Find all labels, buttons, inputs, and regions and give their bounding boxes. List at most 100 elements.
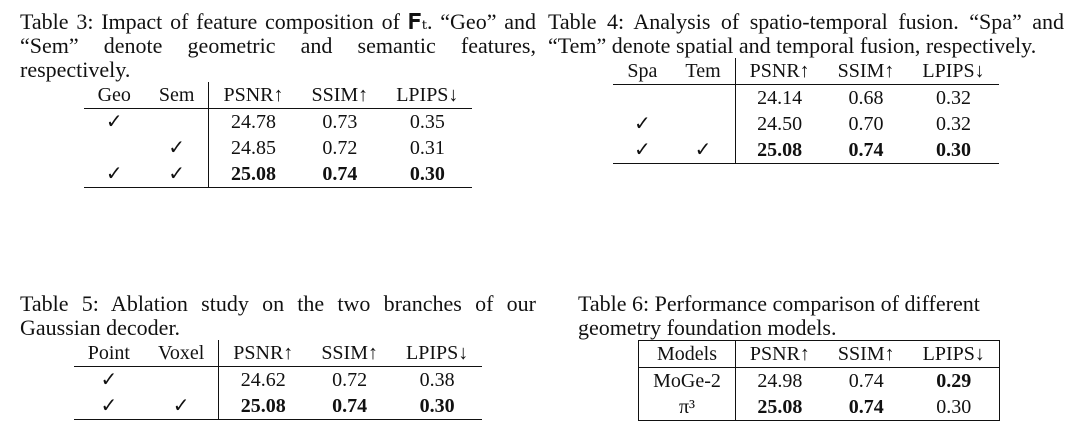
header-row: Spa Tem PSNR↑ SSIM↑ LPIPS↓ [613, 58, 999, 85]
row: ✓ ✓ 25.08 0.74 0.30 [613, 137, 999, 164]
header-cell: LPIPS↓ [922, 60, 985, 82]
cell: 0.72 [322, 137, 358, 159]
header-cell: LPIPS↓ [922, 343, 985, 365]
cell: 0.72 [332, 369, 368, 391]
cell: 0.31 [409, 137, 445, 159]
cell: 0.74 [848, 370, 884, 392]
table-head: Models PSNR↑ SSIM↑ LPIPS↓ [638, 340, 1000, 368]
cell: 24.98 [734, 367, 824, 394]
cell: 0.74 [848, 396, 884, 418]
header-cell: SSIM↑ [837, 60, 895, 82]
cell: 24.14 [734, 84, 824, 111]
empty-cell [671, 85, 735, 112]
table-block: Table 6: Performance comparison of diffe… [578, 292, 1060, 421]
cell: ✓ [633, 139, 651, 161]
cell: 0.30 [409, 163, 445, 185]
table: Point Voxel PSNR↑ SSIM↑ LPIPS↓ ✓ 24.62 0.72 0.38… [73, 340, 483, 420]
cell: ✓ [694, 139, 712, 161]
caption: Table 4: Analysis of spatio-temporal fus… [548, 9, 1064, 58]
cell: 24.78 [208, 108, 298, 135]
row: ✓ 24.85 0.72 0.31 [84, 135, 473, 161]
table-block: Table 5: Ablation study on the two branc… [20, 292, 536, 420]
header-cell: SSIM↑ [311, 84, 369, 106]
cell: 0.74 [848, 139, 884, 161]
table-block: Table 4: Analysis of spatio-temporal fus… [548, 10, 1064, 164]
cell: 0.74 [322, 163, 358, 185]
empty-cell [671, 111, 735, 137]
cell: 0.30 [936, 139, 971, 161]
header-cell: Spa [627, 60, 658, 82]
header-cell: Point [87, 342, 130, 364]
row: ✓ ✓ 25.08 0.74 0.30 [83, 161, 473, 188]
header-cell: Models [657, 343, 717, 365]
cell: 24.50 [734, 111, 824, 137]
table: Geo Sem PSNR↑ SSIM↑ LPIPS↓ ✓ 24.78 0.73 0.35 ✓ 24.… [83, 82, 473, 188]
empty-cell [613, 85, 671, 112]
cell: ✓ [633, 113, 651, 135]
table-body: 24.14 0.68 0.32 ✓ 24.50 0.70 0.32 ✓ ✓ 25.08 0.74 0.… [613, 84, 999, 164]
header-cell: LPIPS↓ [396, 84, 459, 106]
empty-cell [144, 367, 219, 394]
header-cell: SSIM↑ [321, 342, 379, 364]
cell: ✓ [172, 395, 190, 417]
cell: 0.70 [848, 113, 884, 135]
table-body: MoGe-2 24.98 0.74 0.29 π³ 25.08 0.74 0.30 [638, 367, 1000, 421]
cell: 0.68 [848, 87, 884, 109]
cell: 25.08 [734, 137, 824, 164]
row: 24.14 0.68 0.32 [613, 84, 998, 112]
cell: ✓ [168, 163, 186, 185]
header-row: Geo Sem PSNR↑ SSIM↑ LPIPS↓ [83, 82, 473, 109]
cell: 25.08 [208, 161, 298, 188]
table-head: Point Voxel PSNR↑ SSIM↑ LPIPS↓ [73, 340, 483, 367]
table-head: Geo Sem PSNR↑ SSIM↑ LPIPS↓ [83, 82, 473, 109]
header-cell: PSNR↑ [734, 58, 824, 85]
header-row: Models PSNR↑ SSIM↑ LPIPS↓ [638, 340, 1000, 368]
table: Spa Tem PSNR↑ SSIM↑ LPIPS↓ 24.14 0.68 0.32 ✓ 24.5… [613, 58, 999, 164]
row: ✓ 24.62 0.72 0.38 [74, 366, 483, 394]
cell: 25.08 [734, 394, 824, 421]
row: π³ 25.08 0.74 0.30 [638, 394, 1000, 421]
cell: 0.30 [419, 395, 455, 417]
cell: 25.08 [218, 393, 308, 420]
caption: Table 3: Impact of feature composition o… [20, 9, 536, 82]
cell: 0.35 [409, 111, 445, 133]
cell: 0.30 [936, 396, 972, 418]
cell: ✓ [105, 111, 123, 133]
header-row: Point Voxel PSNR↑ SSIM↑ LPIPS↓ [73, 340, 483, 367]
row: ✓ 24.50 0.70 0.32 [613, 111, 998, 137]
header-cell: PSNR↑ [208, 82, 298, 109]
cell: π³ [678, 396, 696, 418]
table-body: ✓ 24.78 0.73 0.35 ✓ 24.85 0.72 0.31 ✓ ✓ 25.08 0.74 0… [83, 108, 473, 188]
cell: ✓ [105, 163, 123, 185]
cell: 0.74 [332, 395, 368, 417]
row: MoGe-2 24.98 0.74 0.29 [639, 367, 1000, 394]
table-body: ✓ 24.62 0.72 0.38 ✓ ✓ 25.08 0.74 0.30 [73, 366, 483, 420]
cell: ✓ [168, 137, 186, 159]
caption: Table 6: Performance comparison of diffe… [578, 291, 980, 340]
row: ✓ ✓ 25.08 0.74 0.30 [73, 393, 483, 420]
cell: 0.73 [322, 111, 358, 133]
cell: MoGe-2 [653, 370, 721, 392]
cell: 0.38 [419, 369, 455, 391]
cell: 0.32 [936, 87, 971, 109]
header-cell: PSNR↑ [734, 340, 824, 368]
empty-cell [145, 109, 209, 136]
empty-cell [84, 135, 145, 161]
header-cell: Sem [158, 84, 195, 106]
header-cell: SSIM↑ [837, 343, 895, 365]
cell: 24.85 [208, 135, 298, 161]
table: Models PSNR↑ SSIM↑ LPIPS↓ MoGe-2 24.98 0.74 0.2… [638, 340, 1000, 421]
header-cell: PSNR↑ [218, 340, 308, 367]
cell: ✓ [100, 369, 118, 391]
header-cell: Geo [97, 84, 131, 106]
header-cell: Tem [685, 60, 721, 82]
cell: ✓ [100, 395, 118, 417]
caption: Table 5: Ablation study on the two branc… [20, 291, 536, 340]
table-head: Spa Tem PSNR↑ SSIM↑ LPIPS↓ [613, 58, 999, 85]
table-block: Table 3: Impact of feature composition o… [20, 10, 536, 188]
header-cell: LPIPS↓ [406, 342, 469, 364]
header-cell: Voxel [157, 342, 205, 364]
cell: 0.32 [936, 113, 971, 135]
cell: 0.29 [936, 370, 972, 392]
